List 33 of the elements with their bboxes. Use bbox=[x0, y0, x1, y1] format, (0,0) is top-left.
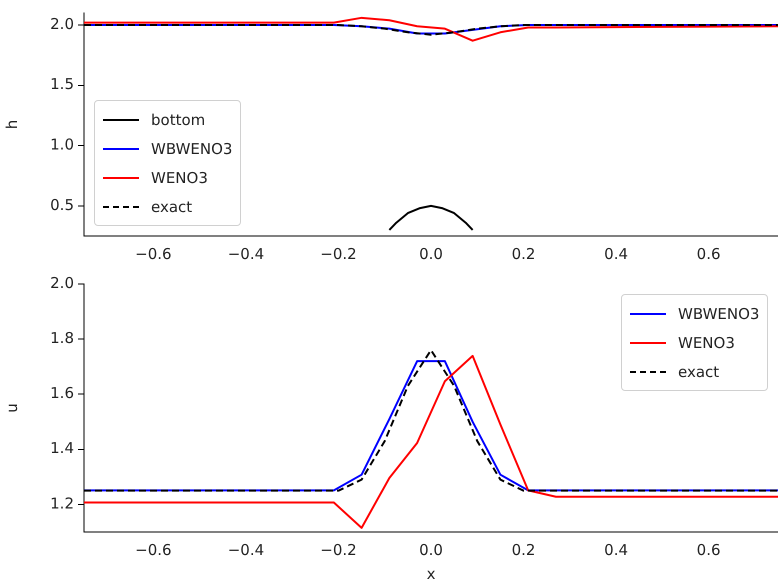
x-axis-title: x bbox=[426, 564, 436, 583]
x-tick-label: −0.4 bbox=[228, 244, 264, 263]
legend-label: exact bbox=[151, 198, 192, 216]
x-tick-label: −0.6 bbox=[135, 244, 172, 263]
y-tick-label: 1.6 bbox=[50, 384, 74, 402]
y-tick-label: 1.8 bbox=[50, 329, 74, 347]
legend-label: WBWENO3 bbox=[151, 140, 232, 158]
y-tick-label: 1.0 bbox=[50, 135, 74, 154]
x-tick-label: 0.0 bbox=[419, 244, 443, 263]
y-tick-label: 2.0 bbox=[50, 14, 74, 33]
x-tick-label: −0.2 bbox=[320, 540, 357, 559]
x-tick-label: 0.6 bbox=[696, 540, 721, 559]
legend-label: bottom bbox=[151, 110, 206, 128]
x-tick-label: 0.2 bbox=[512, 540, 536, 559]
y-axis-title: u bbox=[2, 403, 21, 413]
y-tick-label: 2.0 bbox=[50, 274, 74, 292]
y-tick-label: 1.4 bbox=[50, 439, 74, 458]
x-tick-label: −0.6 bbox=[135, 540, 172, 559]
x-tick-label: 0.0 bbox=[419, 540, 443, 559]
x-tick-label: 0.4 bbox=[604, 540, 628, 559]
x-tick-label: −0.4 bbox=[228, 540, 264, 559]
y-tick-label: 0.5 bbox=[50, 196, 74, 214]
y-tick-label: 1.2 bbox=[50, 494, 74, 512]
x-tick-label: −0.2 bbox=[320, 244, 357, 263]
legend-label: WBWENO3 bbox=[678, 304, 760, 322]
legend-label: exact bbox=[678, 362, 720, 380]
y-axis-title: h bbox=[2, 120, 21, 130]
x-tick-label: 0.4 bbox=[604, 244, 628, 263]
legend-label: WENO3 bbox=[151, 168, 208, 186]
legend-label: WENO3 bbox=[678, 334, 735, 352]
y-tick-label: 1.5 bbox=[50, 75, 74, 94]
x-tick-label: 0.6 bbox=[696, 244, 721, 263]
x-tick-label: 0.2 bbox=[512, 244, 536, 263]
